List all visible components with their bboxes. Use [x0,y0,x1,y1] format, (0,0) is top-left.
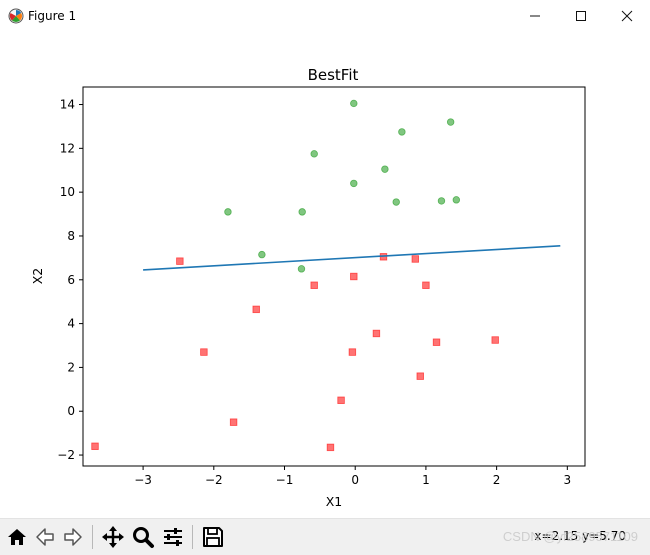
x-axis-label: X1 [326,494,343,509]
scatter-point-class-0 [348,348,357,356]
scatter-point-class-1 [258,250,266,259]
scatter-point-class-1 [452,196,461,204]
y-axis-label: X2 [30,268,45,285]
y-tick-label: 2 [67,360,75,374]
scatter-point-class-1 [298,208,306,216]
x-tick-label: 3 [564,473,572,487]
axes-frame [82,86,586,467]
toolbar-separator [92,525,93,549]
forward-arrow-icon [64,528,82,546]
scatter-point-class-0 [350,272,358,281]
y-tick-label: −2 [57,448,75,462]
pan-button[interactable] [100,523,126,551]
scatter-point-class-0 [252,305,260,314]
close-icon [621,10,633,22]
y-tick-label: 12 [60,141,75,155]
scatter-point-class-0 [372,329,381,338]
close-button[interactable] [604,0,650,32]
x-tick-label: 1 [422,473,430,487]
subplots-button[interactable] [160,523,186,551]
zoom-button[interactable] [130,523,156,551]
minimize-icon [530,15,540,17]
scatter-point-class-0 [432,338,441,346]
scatter-point-class-0 [491,336,499,344]
scatter-point-class-0 [176,257,184,265]
scatter-point-class-1 [350,179,358,188]
y-tick-label: 4 [67,317,75,331]
best-fit-line [143,245,561,271]
scatter-point-class-0 [200,348,208,356]
scatter-point-class-0 [229,418,238,426]
chart-title: BestFit [308,66,359,84]
zoom-icon [133,527,154,548]
scatter-point-class-1 [398,128,406,136]
y-tick-label: 14 [60,98,75,112]
scatter-point-class-1 [297,265,306,273]
scatter-point-class-1 [437,197,446,205]
minimize-button[interactable] [512,0,558,32]
home-button[interactable] [4,523,30,551]
x-tick-label: −3 [134,473,152,487]
scatter-point-class-0 [411,255,420,263]
navigation-toolbar: x=2.15 y=5.70 CSDN @yf2589571109 [0,518,650,555]
scatter-point-class-1 [310,150,318,158]
figure-canvas[interactable]: BestFit −3 −2 −1 0 1 2 3 −2 0 2 4 6 8 10 12 14 X1 X2 [0,32,650,518]
home-icon [8,529,26,545]
x-tick-label: 2 [493,473,501,487]
scatter-point-class-0 [422,281,430,289]
y-tick-label: 8 [67,229,75,243]
scatter-point-class-1 [446,118,455,126]
scatter-point-class-1 [350,99,358,108]
save-button[interactable] [200,523,226,551]
x-tick-label: 0 [351,473,359,487]
window-title: Figure 1 [28,9,77,23]
y-tick-label: 6 [67,273,75,287]
maximize-button[interactable] [558,0,604,32]
subplots-icon [164,528,182,546]
watermark-text: CSDN @yf2589571109 [502,529,638,544]
x-tick-label: −2 [205,473,223,487]
scatter-point-class-1 [392,198,400,206]
pan-icon [102,526,124,548]
window-titlebar: Figure 1 [0,0,650,32]
x-tick-label: −1 [276,473,294,487]
matplotlib-icon [8,8,24,24]
y-tick-label: 10 [60,185,75,199]
coordinate-readout: x=2.15 y=5.70 [534,529,626,543]
scatter-point-class-0 [326,443,335,452]
toolbar-separator [192,525,193,549]
save-icon [203,527,223,547]
scatter-point-class-1 [381,165,389,173]
scatter-point-class-0 [91,442,99,450]
maximize-icon [576,11,586,21]
scatter-point-class-0 [337,396,345,404]
back-arrow-icon [36,528,54,546]
back-button[interactable] [32,523,58,551]
y-tick-label: 0 [67,404,75,418]
scatter-point-class-0 [310,281,318,289]
forward-button[interactable] [60,523,86,551]
scatter-point-class-1 [224,208,232,216]
scatter-point-class-0 [416,372,424,380]
